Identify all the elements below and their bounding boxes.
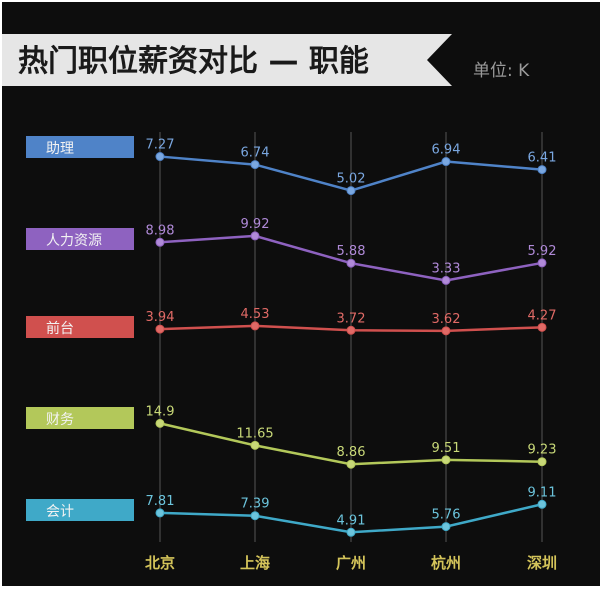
data-point: [155, 152, 165, 162]
data-points: [155, 152, 547, 537]
data-point: [537, 457, 547, 467]
data-point: [250, 321, 260, 331]
data-label: 7.39: [241, 497, 270, 512]
data-label: 4.53: [241, 307, 270, 322]
data-point: [250, 511, 260, 521]
x-tick-label: 杭州: [431, 554, 461, 572]
data-label: 14.9: [146, 404, 175, 419]
legend-swatch: [26, 316, 134, 338]
data-point: [346, 527, 356, 537]
data-point: [250, 440, 260, 450]
data-label: 11.65: [236, 426, 273, 441]
data-point: [346, 325, 356, 335]
data-label: 3.72: [337, 311, 366, 326]
data-label: 4.91: [337, 513, 366, 528]
legend-label: 前台: [46, 320, 74, 337]
data-point: [346, 258, 356, 268]
grid-lines: [159, 132, 543, 542]
legend-label: 人力资源: [46, 233, 102, 249]
data-label: 6.41: [528, 151, 557, 166]
data-point: [250, 160, 260, 170]
data-point: [537, 165, 547, 175]
data-point: [155, 237, 165, 247]
data-label: 9.92: [241, 217, 270, 232]
data-label: 7.81: [146, 494, 175, 509]
title-banner: [2, 34, 452, 86]
data-label: 7.27: [146, 138, 175, 153]
data-point: [155, 508, 165, 518]
data-point: [250, 231, 260, 241]
data-label: 3.62: [432, 312, 461, 327]
data-point: [537, 258, 547, 268]
legend-label: 会计: [46, 504, 74, 520]
data-label: 8.86: [337, 445, 366, 460]
data-point: [441, 157, 451, 167]
x-tick-label: 深圳: [527, 554, 557, 572]
data-point: [155, 418, 165, 428]
data-label: 9.23: [528, 443, 557, 458]
x-tick-label: 北京: [145, 554, 175, 572]
data-point: [441, 326, 451, 336]
x-tick-label: 上海: [240, 554, 270, 572]
data-point: [346, 459, 356, 469]
data-labels: 7.27 6.74 5.02 6.94 6.41 8.98 9.92 5.88 3.33 5.92…: [146, 138, 557, 529]
x-axis: 北京 上海 广州 杭州 深圳: [145, 554, 557, 572]
data-label: 5.76: [432, 508, 461, 523]
data-label: 3.94: [146, 310, 175, 325]
data-label: 4.27: [528, 308, 557, 323]
data-label: 9.11: [528, 485, 557, 500]
legend-label: 财务: [46, 412, 74, 428]
data-label: 5.02: [337, 172, 366, 187]
data-point: [155, 324, 165, 334]
legend-swatch: [26, 136, 134, 158]
data-label: 6.94: [432, 143, 461, 158]
data-point: [441, 522, 451, 532]
data-point: [346, 186, 356, 196]
data-label: 6.74: [241, 146, 270, 161]
data-label: 5.92: [528, 244, 557, 259]
legend-swatch: [26, 407, 134, 429]
data-label: 5.88: [337, 244, 366, 259]
x-tick-label: 广州: [336, 554, 366, 572]
data-point: [441, 275, 451, 285]
unit-label: 单位: K: [473, 61, 530, 81]
data-point: [537, 499, 547, 509]
data-label: 3.33: [432, 261, 461, 276]
legend-swatch: [26, 228, 134, 250]
legend-label: 助理: [46, 141, 74, 157]
legend-swatch: [26, 499, 134, 521]
data-point: [441, 455, 451, 465]
data-point: [537, 322, 547, 332]
chart-title: 热门职位薪资对比 — 职能: [18, 44, 369, 79]
data-label: 9.51: [432, 441, 461, 456]
data-label: 8.98: [146, 223, 175, 238]
